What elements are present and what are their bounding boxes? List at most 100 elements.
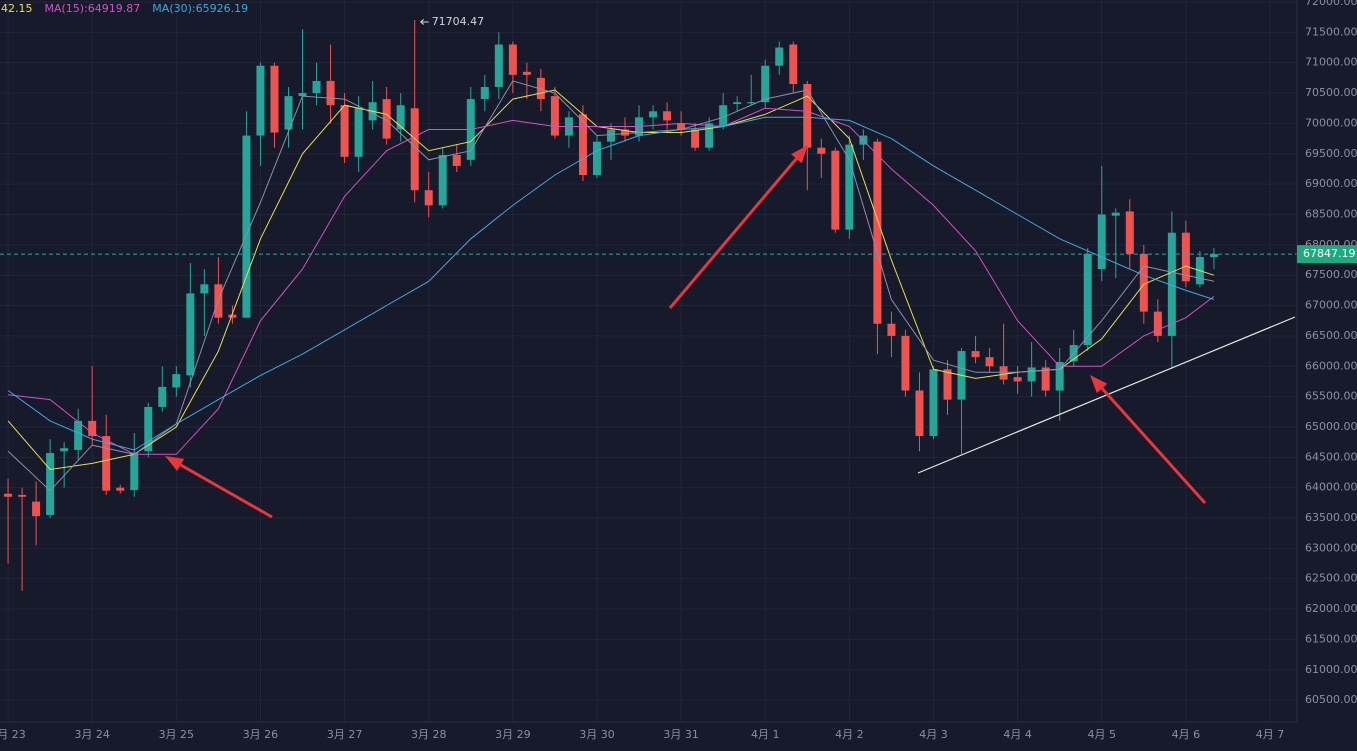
y-tick-label: 71000.00 <box>1305 56 1357 69</box>
candle-body <box>929 369 938 437</box>
arrow-shaft <box>1100 387 1207 505</box>
candle-body <box>845 144 854 230</box>
candle-body <box>452 154 461 166</box>
candle-body <box>1013 377 1022 382</box>
grid <box>0 0 1297 722</box>
x-tick-label: 4月 3 <box>919 728 948 741</box>
arrow-head <box>1090 375 1108 394</box>
candle-body <box>186 293 195 376</box>
legend-item: MA(15):64919.87 <box>45 2 141 15</box>
y-tick-label: 63000.00 <box>1305 541 1357 554</box>
candle-body <box>536 77 545 100</box>
y-tick-label: 67000.00 <box>1305 299 1357 312</box>
candle-body <box>1153 311 1162 336</box>
legend-item: MA(30):65926.19 <box>152 2 248 15</box>
legend: 542.15 MA(15):64919.87 MA(30):65926.19 <box>0 2 248 15</box>
y-tick-label: 71500.00 <box>1305 25 1357 38</box>
candle-body <box>396 105 405 130</box>
candle-body <box>88 420 97 437</box>
candle-body <box>1097 214 1106 270</box>
arrow-head <box>791 145 808 164</box>
candle-body <box>649 111 658 118</box>
x-tick-label: 3月 23 <box>0 728 26 741</box>
candle-body <box>606 129 615 142</box>
candle-body <box>915 390 924 437</box>
y-tick-label: 70500.00 <box>1305 86 1357 99</box>
x-tick-label: 3月 24 <box>74 728 110 741</box>
candle-body <box>663 111 672 121</box>
x-tick-label: 4月 1 <box>751 728 780 741</box>
y-tick-label: 72000.00 <box>1305 0 1357 8</box>
candle-body <box>578 114 587 176</box>
plot <box>4 19 1218 591</box>
candle-body <box>270 65 279 133</box>
candle-body <box>775 47 784 66</box>
candle-body <box>46 453 55 515</box>
candle-body <box>691 129 700 148</box>
y-tick-label: 65000.00 <box>1305 420 1357 433</box>
candle-body <box>1027 367 1036 382</box>
candle-body <box>284 96 293 130</box>
candle-body <box>761 65 770 103</box>
x-tick-label: 3月 28 <box>411 728 447 741</box>
ma-line <box>7 80 1215 492</box>
high-label: 71704.47 <box>432 15 485 28</box>
y-tick-label: 65500.00 <box>1305 390 1357 403</box>
candle-body <box>831 150 840 230</box>
y-tick-label: 66000.00 <box>1305 359 1357 372</box>
y-tick-label: 61500.00 <box>1305 632 1357 645</box>
candle-body <box>733 102 742 104</box>
candle-body <box>1167 232 1176 336</box>
candle-body <box>172 374 181 388</box>
x-tick-label: 3月 25 <box>159 728 195 741</box>
y-tick-label: 66500.00 <box>1305 329 1357 342</box>
last-price-label: 67847.19 <box>1303 247 1356 260</box>
candle-body <box>677 123 686 130</box>
candle-body <box>999 366 1008 380</box>
candle-body <box>508 44 517 75</box>
candle-body <box>340 105 349 157</box>
y-tick-label: 62500.00 <box>1305 572 1357 585</box>
candle-body <box>130 452 139 491</box>
candle-body <box>326 80 335 106</box>
candle-body <box>592 141 601 176</box>
candle-body <box>1125 211 1134 254</box>
y-tick-label: 68500.00 <box>1305 207 1357 220</box>
high-arrow <box>419 19 429 25</box>
candle-body <box>817 147 826 154</box>
x-tick-label: 3月 31 <box>663 728 699 741</box>
candle-body <box>1055 362 1064 391</box>
candle-body <box>242 135 251 318</box>
candle-body <box>943 369 952 400</box>
candle-body <box>522 71 531 75</box>
candle-body <box>873 141 882 324</box>
arrow-shaft <box>179 463 273 519</box>
candle-body <box>1181 232 1190 282</box>
x-tick-label: 3月 26 <box>243 728 279 741</box>
candle-body <box>747 102 756 104</box>
candle-body <box>803 83 812 148</box>
candle-body <box>971 351 980 358</box>
y-tick-label: 64500.00 <box>1305 450 1357 463</box>
candle-body <box>1041 367 1050 391</box>
candle-body <box>298 93 307 97</box>
candle-body <box>480 86 489 100</box>
candle-body <box>382 99 391 139</box>
x-tick-label: 3月 27 <box>327 728 363 741</box>
y-tick-label: 70000.00 <box>1305 116 1357 129</box>
x-tick-label: 4月 5 <box>1087 728 1116 741</box>
candle-body <box>312 80 321 94</box>
y-tick-label: 60500.00 <box>1305 693 1357 706</box>
arrow-head <box>165 456 185 471</box>
candle-body <box>60 448 69 452</box>
candle-body <box>494 44 503 87</box>
candle-body <box>438 154 447 206</box>
x-tick-label: 3月 30 <box>579 728 615 741</box>
y-tick-label: 62000.00 <box>1305 602 1357 615</box>
candle-body <box>256 65 265 136</box>
candle-body <box>719 105 728 127</box>
candle-body <box>1139 253 1148 312</box>
candle-body <box>102 436 111 491</box>
candle-body <box>621 129 630 136</box>
